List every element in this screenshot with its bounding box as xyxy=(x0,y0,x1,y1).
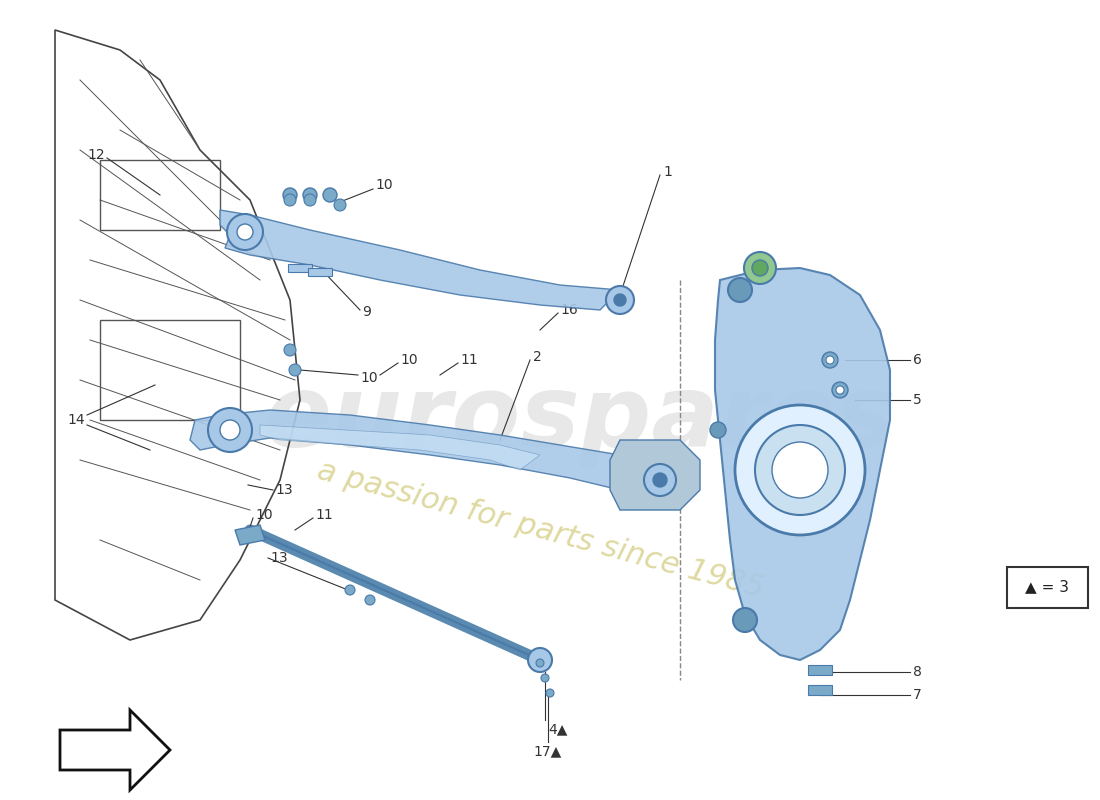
Text: 7: 7 xyxy=(913,688,922,702)
Text: eurospares: eurospares xyxy=(264,371,896,469)
Text: a passion for parts since 1985: a passion for parts since 1985 xyxy=(314,456,767,604)
Circle shape xyxy=(536,659,544,667)
Text: 15▲: 15▲ xyxy=(640,483,669,497)
Text: 10: 10 xyxy=(375,178,393,192)
Polygon shape xyxy=(715,268,890,660)
Text: 11: 11 xyxy=(460,353,477,367)
Circle shape xyxy=(541,674,549,682)
Circle shape xyxy=(614,294,626,306)
Text: 5: 5 xyxy=(913,393,922,407)
Circle shape xyxy=(836,386,844,394)
Circle shape xyxy=(752,260,768,276)
Text: 14: 14 xyxy=(67,413,85,427)
Polygon shape xyxy=(610,440,700,510)
Circle shape xyxy=(528,648,552,672)
Circle shape xyxy=(744,252,775,284)
Circle shape xyxy=(728,278,752,302)
Circle shape xyxy=(304,194,316,206)
Text: 10: 10 xyxy=(255,508,273,522)
Circle shape xyxy=(735,405,865,535)
Polygon shape xyxy=(235,525,265,545)
Text: 8: 8 xyxy=(913,665,922,679)
Text: 11: 11 xyxy=(315,508,332,522)
Circle shape xyxy=(208,408,252,452)
Circle shape xyxy=(772,442,828,498)
Text: 1: 1 xyxy=(663,165,672,179)
Text: ▲ = 3: ▲ = 3 xyxy=(1025,579,1069,594)
Circle shape xyxy=(220,420,240,440)
Polygon shape xyxy=(220,210,620,310)
Circle shape xyxy=(826,356,834,364)
Circle shape xyxy=(606,286,634,314)
Circle shape xyxy=(289,364,301,376)
Circle shape xyxy=(302,188,317,202)
Circle shape xyxy=(284,344,296,356)
Text: 13: 13 xyxy=(275,483,293,497)
Text: 10: 10 xyxy=(400,353,418,367)
Text: 13: 13 xyxy=(270,551,287,565)
Text: 10: 10 xyxy=(360,371,377,385)
Circle shape xyxy=(283,188,297,202)
Text: 2: 2 xyxy=(534,350,541,364)
Polygon shape xyxy=(60,710,170,790)
Circle shape xyxy=(284,194,296,206)
Polygon shape xyxy=(190,410,670,500)
Polygon shape xyxy=(308,268,332,276)
Polygon shape xyxy=(288,264,312,272)
FancyBboxPatch shape xyxy=(1006,567,1088,608)
Text: 17▲: 17▲ xyxy=(534,744,562,758)
Circle shape xyxy=(653,473,667,487)
Circle shape xyxy=(822,352,838,368)
Circle shape xyxy=(334,199,346,211)
Circle shape xyxy=(755,425,845,515)
Text: 6: 6 xyxy=(913,353,922,367)
Text: 9: 9 xyxy=(362,305,371,319)
Circle shape xyxy=(227,214,263,250)
Circle shape xyxy=(710,422,726,438)
Polygon shape xyxy=(808,665,832,675)
Circle shape xyxy=(345,585,355,595)
Circle shape xyxy=(733,608,757,632)
Circle shape xyxy=(644,464,676,496)
Circle shape xyxy=(546,689,554,697)
Polygon shape xyxy=(808,685,832,695)
Polygon shape xyxy=(260,425,540,470)
Circle shape xyxy=(236,224,253,240)
Circle shape xyxy=(365,595,375,605)
Circle shape xyxy=(832,382,848,398)
Circle shape xyxy=(323,188,337,202)
Text: 12: 12 xyxy=(87,148,104,162)
Text: 16: 16 xyxy=(560,303,578,317)
Text: 4▲: 4▲ xyxy=(548,722,568,736)
